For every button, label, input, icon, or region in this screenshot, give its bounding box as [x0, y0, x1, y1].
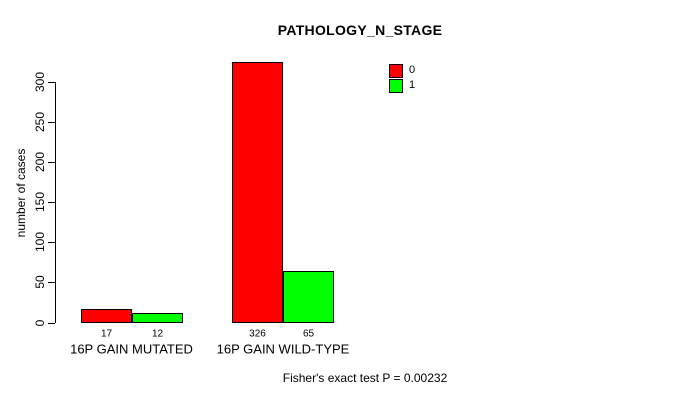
y-axis-tick	[48, 162, 55, 164]
category-label: 16P GAIN WILD-TYPE	[216, 341, 350, 357]
chart-title: PATHOLOGY_N_STAGE	[277, 22, 443, 38]
y-tick-label: 150	[33, 192, 47, 213]
category-label: 16P GAIN MUTATED	[70, 341, 193, 357]
bar-value-label: 326	[249, 328, 266, 340]
legend: 0 1	[389, 63, 416, 93]
bar-value-label: 12	[151, 328, 164, 340]
y-axis-tick	[48, 82, 55, 84]
y-tick-label: 200	[33, 152, 47, 173]
bar-1-group0	[132, 313, 183, 323]
y-tick-label: 50	[33, 275, 47, 290]
y-tick-label: 100	[33, 232, 47, 253]
y-tick-label: 300	[33, 72, 47, 93]
y-tick-label: 250	[33, 112, 47, 133]
legend-swatch-green	[389, 78, 403, 93]
y-axis-tick	[48, 202, 55, 204]
y-axis-tick	[48, 122, 55, 124]
bar-0-group1	[232, 62, 283, 323]
bar-value-label: 17	[100, 328, 113, 340]
legend-label-1: 1	[409, 79, 416, 91]
y-axis-tick	[48, 242, 55, 244]
bar-1-group1	[283, 271, 334, 323]
legend-item-0: 0	[389, 63, 416, 78]
y-tick-label: 0	[33, 319, 47, 326]
y-axis-line	[55, 82, 56, 323]
y-axis-tick	[48, 322, 55, 324]
bar-value-label: 65	[302, 328, 315, 340]
legend-label-0: 0	[409, 64, 416, 76]
footer-annotation: Fisher's exact test P = 0.00232	[282, 371, 448, 385]
legend-swatch-red	[389, 63, 403, 78]
y-axis-label: number of cases	[14, 148, 28, 238]
legend-item-1: 1	[389, 78, 416, 93]
y-axis-tick	[48, 282, 55, 284]
bar-0-group0	[81, 309, 132, 323]
